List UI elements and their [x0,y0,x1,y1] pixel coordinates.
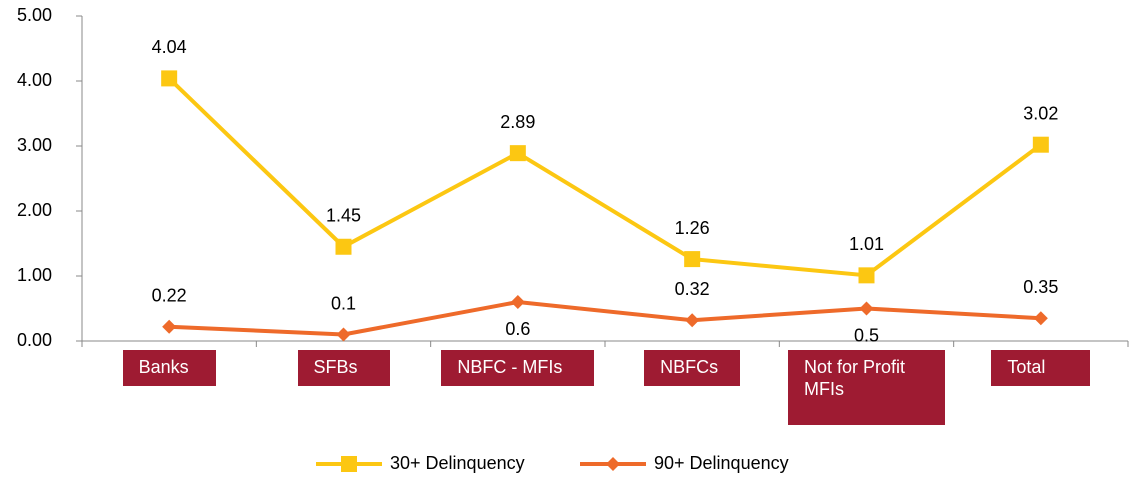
data-point [510,295,525,309]
category-label: Total [991,350,1091,386]
data-label: 1.26 [675,218,710,238]
data-label: 4.04 [152,37,187,57]
data-point [1033,311,1048,326]
data-point [509,145,526,162]
y-tick-label: 4.00 [17,70,52,90]
data-label: 3.02 [1023,103,1058,123]
y-tick-label: 0.00 [17,330,52,350]
data-point [684,251,701,268]
category-label: SFBs [297,350,390,386]
data-point [685,313,700,328]
data-label: 0.6 [505,319,530,339]
y-tick-label: 1.00 [17,265,52,285]
data-point [1032,136,1049,153]
data-point [858,267,875,284]
data-label: 0.32 [675,279,710,299]
y-tick-label: 2.00 [17,200,52,220]
legend-marker [606,457,620,471]
legend-label: 90+ Delinquency [654,453,789,473]
series-line [169,299,1041,337]
legend-label: 30+ Delinquency [390,453,525,473]
data-point [859,301,874,316]
series-line [167,76,1043,278]
data-point [335,238,352,255]
category-label: NBFCs [644,350,741,386]
data-label: 0.1 [331,293,356,313]
data-point [162,319,177,334]
data-label: 1.45 [326,206,361,226]
data-point [161,70,178,87]
data-point [336,327,351,342]
data-label: 0.35 [1023,277,1058,297]
y-tick-label: 3.00 [17,135,52,155]
data-label: 0.5 [854,325,879,345]
category-label: Banks [122,350,216,386]
y-tick-label: 5.00 [17,5,52,25]
data-label: 0.22 [152,285,187,305]
category-label: NBFC - MFIs [441,350,595,386]
data-label: 1.01 [849,234,884,254]
data-label: 2.89 [500,112,535,132]
legend-marker [341,456,357,472]
category-label: Not for Profit MFIs [788,350,945,425]
